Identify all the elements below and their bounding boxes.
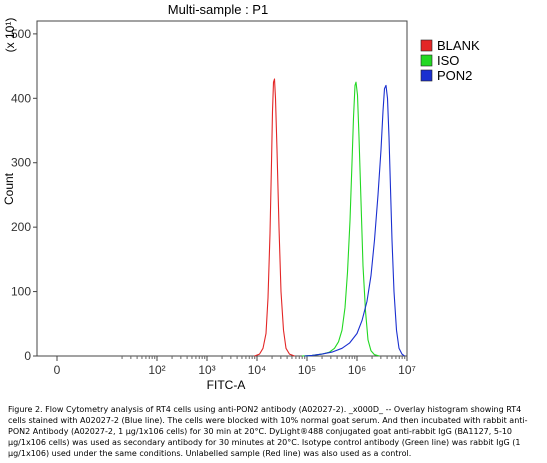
x-axis-label: FITC-A	[207, 378, 246, 392]
legend-label-blank: BLANK	[437, 38, 480, 53]
x-tick-label: 0	[54, 363, 61, 377]
y-axis-ticks: 0 100 200 300 400 500	[11, 27, 37, 363]
x-tick-label: 10⁵	[298, 363, 316, 377]
x-tick-label: 10³	[198, 363, 215, 377]
y-tick-label: 200	[11, 220, 31, 234]
series-line-iso	[301, 81, 380, 357]
series-line-pon2	[304, 84, 405, 357]
chart-title: Multi-sample : P1	[168, 2, 268, 17]
legend-label-pon2: PON2	[437, 68, 472, 83]
y-axis-multiplier: (x 10¹)	[3, 18, 17, 53]
y-tick-label: 400	[11, 91, 31, 105]
legend-label-iso: ISO	[437, 53, 459, 68]
legend-swatch-blank	[420, 39, 433, 52]
figure-caption: Figure 2. Flow Cytometry analysis of RT4…	[8, 405, 528, 458]
x-axis-ticks: 0 10² 10³ 10⁴ 10⁵ 10⁶ 10⁷	[54, 356, 416, 377]
x-tick-label: 10⁴	[248, 363, 267, 377]
y-tick-label: 100	[11, 285, 31, 299]
y-tick-label: 300	[11, 156, 31, 170]
x-tick-label: 10⁷	[398, 363, 416, 377]
y-axis-label: Count	[2, 172, 16, 205]
x-tick-label: 10⁶	[348, 363, 366, 377]
y-tick-label: 0	[24, 349, 31, 363]
legend-swatch-iso	[420, 54, 433, 67]
y-tick-label: 500	[11, 27, 31, 41]
legend-swatch-pon2	[420, 69, 433, 82]
flow-cytometry-chart: Multi-sample : P1 0 100 200 300 400 500 0 10² 1…	[2, 2, 480, 392]
series-line-blank	[254, 78, 295, 357]
x-tick-label: 10²	[148, 363, 165, 377]
histogram-series	[254, 78, 405, 357]
